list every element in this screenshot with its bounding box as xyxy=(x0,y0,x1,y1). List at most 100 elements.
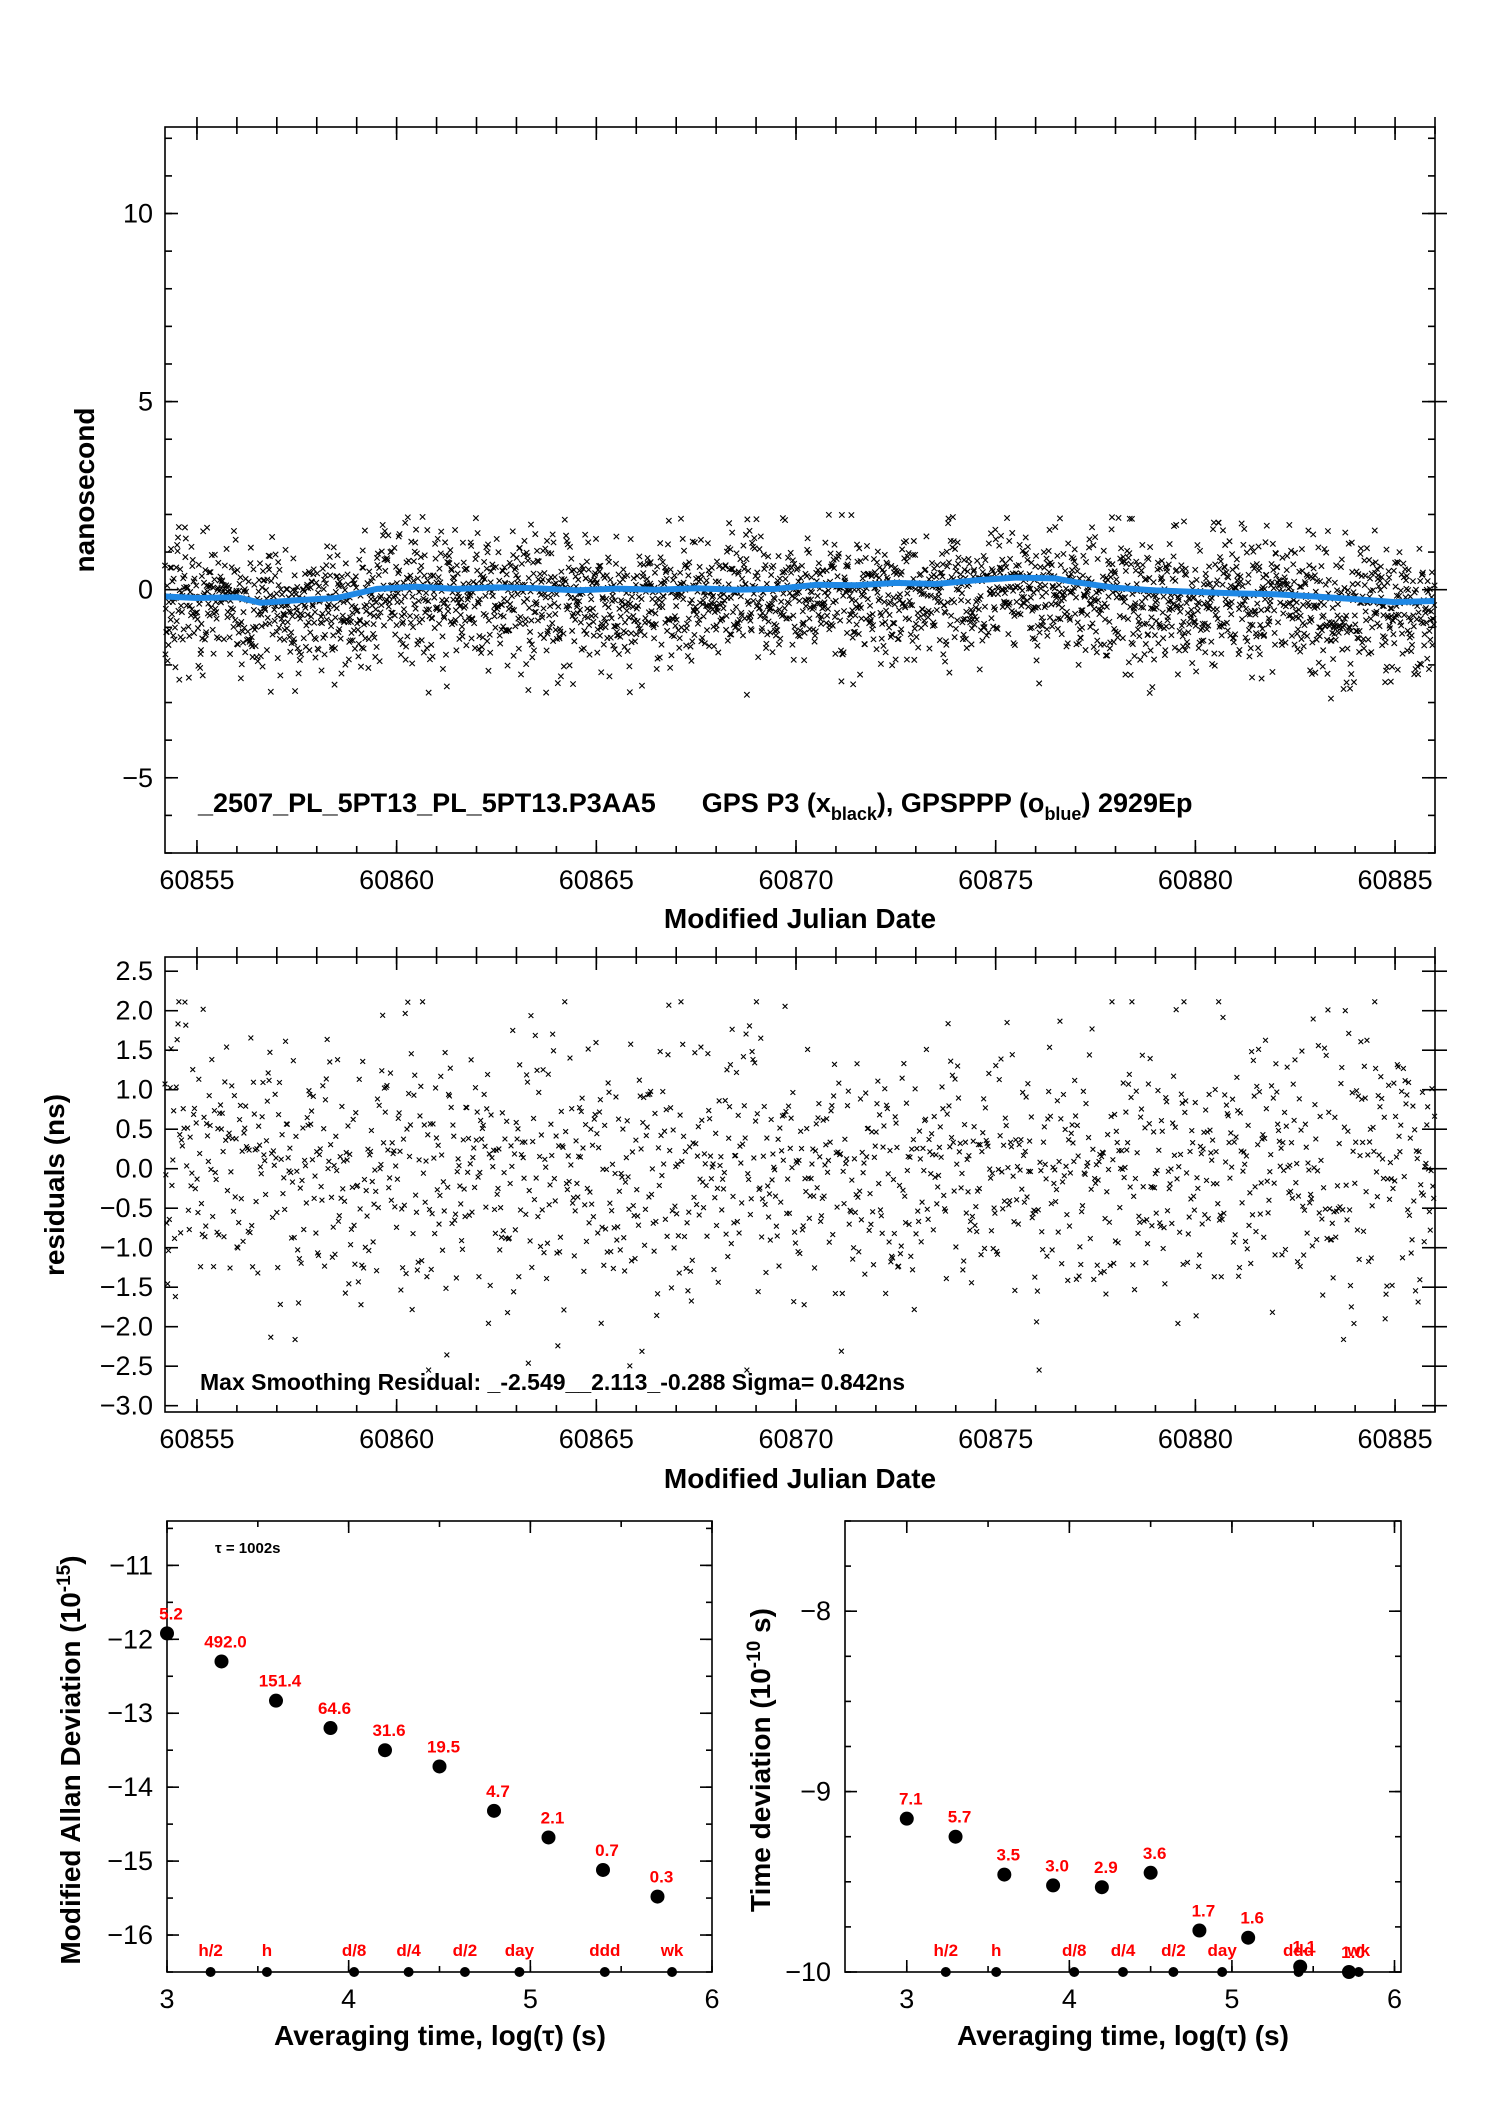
top-x-point xyxy=(1338,556,1345,563)
residual-x-point xyxy=(174,1036,180,1043)
top-x-point xyxy=(898,626,905,633)
top-x-point xyxy=(780,590,787,597)
top-x-point xyxy=(624,647,631,655)
top-x-point xyxy=(700,613,707,620)
top-x-point xyxy=(804,535,811,542)
top-x-point xyxy=(1063,643,1070,650)
x-tick-label: 60880 xyxy=(1158,865,1233,895)
top-x-point xyxy=(832,650,839,657)
top-x-point xyxy=(1108,514,1116,521)
top-x-point xyxy=(417,554,424,561)
top-x-point xyxy=(659,559,666,566)
top-x-point xyxy=(1320,612,1327,619)
residual-x-point xyxy=(322,1097,329,1103)
top-x-point xyxy=(989,587,996,594)
top-x-point xyxy=(1252,611,1259,618)
tdev-ylabel-end: s) xyxy=(745,1608,776,1641)
top-x-point xyxy=(534,557,541,564)
top-x-point xyxy=(652,621,659,628)
top-x-point xyxy=(797,627,804,634)
top-x-point xyxy=(1019,587,1026,594)
top-x-point xyxy=(657,540,664,547)
top-x-point xyxy=(876,574,883,581)
top-x-point xyxy=(663,575,670,582)
top-x-point xyxy=(457,611,464,619)
residual-x-point xyxy=(292,1336,298,1343)
top-x-point xyxy=(1355,571,1362,578)
top-x-point xyxy=(351,645,359,652)
y-tick-label: −0.5 xyxy=(100,1193,153,1223)
top-x-point xyxy=(1219,527,1227,534)
residual-x-point xyxy=(289,1179,296,1185)
top-x-point xyxy=(1291,549,1299,556)
top-x-point xyxy=(273,628,280,636)
top-x-point xyxy=(1287,584,1294,591)
top-x-point xyxy=(767,629,774,636)
deviation-point-label: 64.6 xyxy=(318,1699,351,1718)
top-x-point xyxy=(1336,614,1343,622)
top-x-point xyxy=(710,643,718,650)
top-x-point xyxy=(247,544,254,551)
timescale-marker xyxy=(1168,1967,1179,1977)
top-x-point xyxy=(780,611,787,618)
top-x-point xyxy=(542,594,549,601)
residual-x-point xyxy=(246,1147,252,1153)
residual-x-point xyxy=(331,1162,337,1169)
top-x-point xyxy=(942,609,949,616)
top-x-point xyxy=(1160,635,1167,642)
top-x-point xyxy=(211,576,218,583)
top-x-point xyxy=(985,540,992,547)
top-x-point xyxy=(568,555,575,562)
top-x-point xyxy=(808,589,816,596)
top-x-point xyxy=(1308,670,1315,678)
top-x-point xyxy=(936,637,943,644)
top-x-point xyxy=(1257,621,1264,629)
top-x-point xyxy=(414,575,421,582)
top-x-point xyxy=(475,645,483,653)
top-x-point xyxy=(1011,641,1018,649)
top-x-point xyxy=(572,616,579,623)
top-x-point xyxy=(399,618,407,626)
top-panel: 60855 60860 60865 60870 60875 60880 60885−5051… xyxy=(69,117,1447,934)
top-x-point xyxy=(334,552,341,559)
top-x-point xyxy=(1224,627,1231,634)
top-x-point xyxy=(1423,619,1430,626)
y-tick-label: −2.5 xyxy=(100,1351,153,1381)
top-x-point xyxy=(320,634,327,641)
top-x-point xyxy=(175,523,182,531)
top-x-point xyxy=(1169,606,1176,613)
top-x-point xyxy=(903,656,910,663)
top-x-point xyxy=(244,628,251,635)
top-x-point xyxy=(605,558,613,566)
top-x-point xyxy=(1149,683,1156,691)
top-x-point xyxy=(954,560,962,567)
top-x-point xyxy=(1183,571,1190,579)
residual-x-point xyxy=(191,1105,198,1112)
top-x-point xyxy=(1082,558,1090,566)
top-annotation-black: black xyxy=(831,804,878,824)
top-x-point xyxy=(1395,559,1402,566)
top-x-point xyxy=(777,635,784,642)
timescale-marker xyxy=(1293,1967,1304,1977)
residual-x-point xyxy=(261,1152,267,1158)
top-x-point xyxy=(1085,544,1093,551)
top-x-point xyxy=(1421,631,1428,638)
top-x-point xyxy=(1132,567,1139,574)
top-x-point xyxy=(1215,519,1222,526)
top-x-point xyxy=(1158,557,1165,564)
top-x-point xyxy=(1127,561,1135,568)
top-x-point xyxy=(697,576,704,583)
top-x-point xyxy=(452,616,459,624)
top-x-point xyxy=(424,577,431,584)
top-x-point xyxy=(386,598,393,606)
top-x-point xyxy=(889,662,896,669)
top-x-point xyxy=(378,601,385,609)
top-x-point xyxy=(771,627,779,634)
top-x-point xyxy=(1309,639,1316,646)
top-x-point xyxy=(550,539,557,546)
top-x-point xyxy=(1125,554,1132,561)
top-x-point xyxy=(174,534,182,541)
top-x-point xyxy=(531,609,538,616)
top-x-point xyxy=(1040,549,1048,556)
top-x-point xyxy=(1418,661,1425,668)
